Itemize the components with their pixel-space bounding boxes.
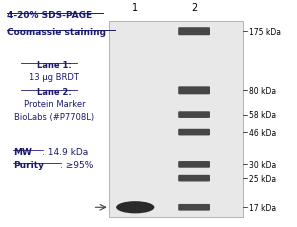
Text: BioLabs (#P7708L): BioLabs (#P7708L) xyxy=(14,112,94,121)
FancyBboxPatch shape xyxy=(178,129,210,136)
Text: 2: 2 xyxy=(191,3,197,13)
FancyBboxPatch shape xyxy=(178,161,210,168)
Text: 1: 1 xyxy=(132,3,138,13)
Ellipse shape xyxy=(116,201,154,213)
Text: Coomassie staining: Coomassie staining xyxy=(7,28,106,37)
Text: MW: MW xyxy=(13,147,32,156)
Text: 4-20% SDS-PAGE: 4-20% SDS-PAGE xyxy=(7,11,92,20)
Text: 80 kDa: 80 kDa xyxy=(249,86,276,95)
FancyBboxPatch shape xyxy=(178,204,210,211)
Text: 46 kDa: 46 kDa xyxy=(249,128,276,137)
Text: Purity: Purity xyxy=(13,160,44,169)
FancyBboxPatch shape xyxy=(178,87,210,95)
FancyBboxPatch shape xyxy=(178,28,210,36)
Text: 175 kDa: 175 kDa xyxy=(249,28,281,37)
Text: Protein Marker: Protein Marker xyxy=(23,100,85,109)
Text: : ≥95%: : ≥95% xyxy=(60,160,93,169)
Text: Lane 1:: Lane 1: xyxy=(37,61,72,70)
FancyBboxPatch shape xyxy=(178,175,210,182)
Text: 17 kDa: 17 kDa xyxy=(249,203,276,212)
FancyBboxPatch shape xyxy=(178,112,210,118)
Text: 13 μg BRDT: 13 μg BRDT xyxy=(29,73,79,82)
Text: Lane 2:: Lane 2: xyxy=(37,87,72,96)
Text: 58 kDa: 58 kDa xyxy=(249,111,276,120)
Text: 30 kDa: 30 kDa xyxy=(249,160,276,169)
FancyBboxPatch shape xyxy=(109,22,243,217)
Text: 25 kDa: 25 kDa xyxy=(249,174,276,183)
Text: : 14.9 kDa: : 14.9 kDa xyxy=(42,147,88,156)
